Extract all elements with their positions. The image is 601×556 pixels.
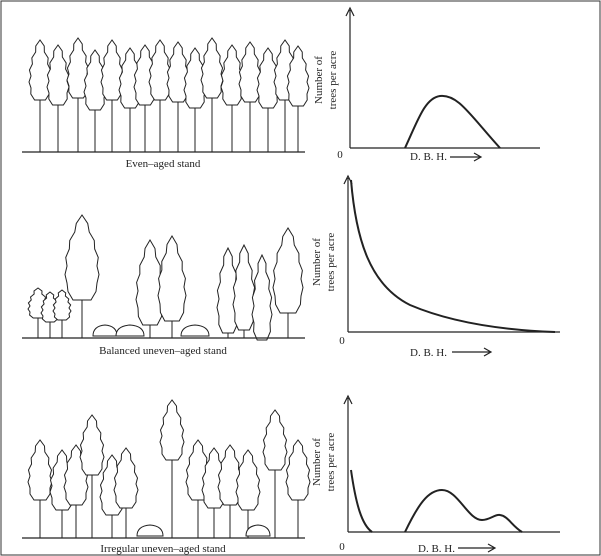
- tree-illustrations: [27, 37, 311, 538]
- tree: [64, 214, 100, 301]
- origin: 0: [337, 149, 343, 161]
- tree: [27, 439, 53, 501]
- y-label: trees per acre: [325, 433, 337, 492]
- x-label: D. B. H.: [410, 347, 447, 359]
- tree: [217, 444, 243, 506]
- tree: [159, 399, 185, 461]
- axes: [343, 394, 560, 533]
- tree: [66, 37, 90, 99]
- origin: 0: [339, 335, 345, 347]
- tree: [166, 41, 190, 103]
- tree: [113, 447, 139, 509]
- x-label: D. B. H.: [418, 543, 455, 555]
- caption: Even–aged stand: [126, 158, 201, 170]
- curve: [404, 94, 501, 149]
- tree: [285, 439, 311, 501]
- axes: [345, 6, 540, 149]
- caption: Balanced uneven–aged stand: [99, 345, 227, 357]
- tree: [100, 39, 124, 101]
- tree: [262, 409, 288, 471]
- tree: [157, 235, 187, 322]
- tree: [232, 243, 256, 331]
- tree: [136, 524, 164, 537]
- tree: [200, 37, 224, 99]
- y-label: Number of: [311, 438, 323, 486]
- y-label: trees per acre: [325, 233, 337, 292]
- arrow: [450, 152, 483, 162]
- tree: [245, 524, 271, 537]
- caption: Irregular uneven–aged stand: [100, 543, 226, 555]
- tree: [115, 324, 145, 337]
- tree: [272, 227, 304, 314]
- tree: [148, 39, 172, 101]
- arrow: [458, 543, 497, 553]
- tree: [135, 239, 165, 326]
- tree: [286, 45, 310, 107]
- arrow: [452, 347, 493, 357]
- tree: [180, 324, 210, 337]
- y-label: Number of: [313, 56, 325, 104]
- curve: [350, 469, 523, 533]
- tree: [235, 449, 261, 511]
- tree: [220, 44, 244, 106]
- curve: [350, 179, 556, 333]
- tree: [238, 41, 262, 103]
- y-label: Number of: [311, 238, 323, 286]
- x-label: D. B. H.: [410, 151, 447, 163]
- tree: [52, 289, 72, 321]
- tree: [46, 44, 70, 106]
- origin: 0: [339, 541, 345, 553]
- tree: [28, 39, 52, 101]
- y-label: trees per acre: [327, 51, 339, 110]
- tree: [79, 414, 105, 476]
- tree: [251, 253, 273, 341]
